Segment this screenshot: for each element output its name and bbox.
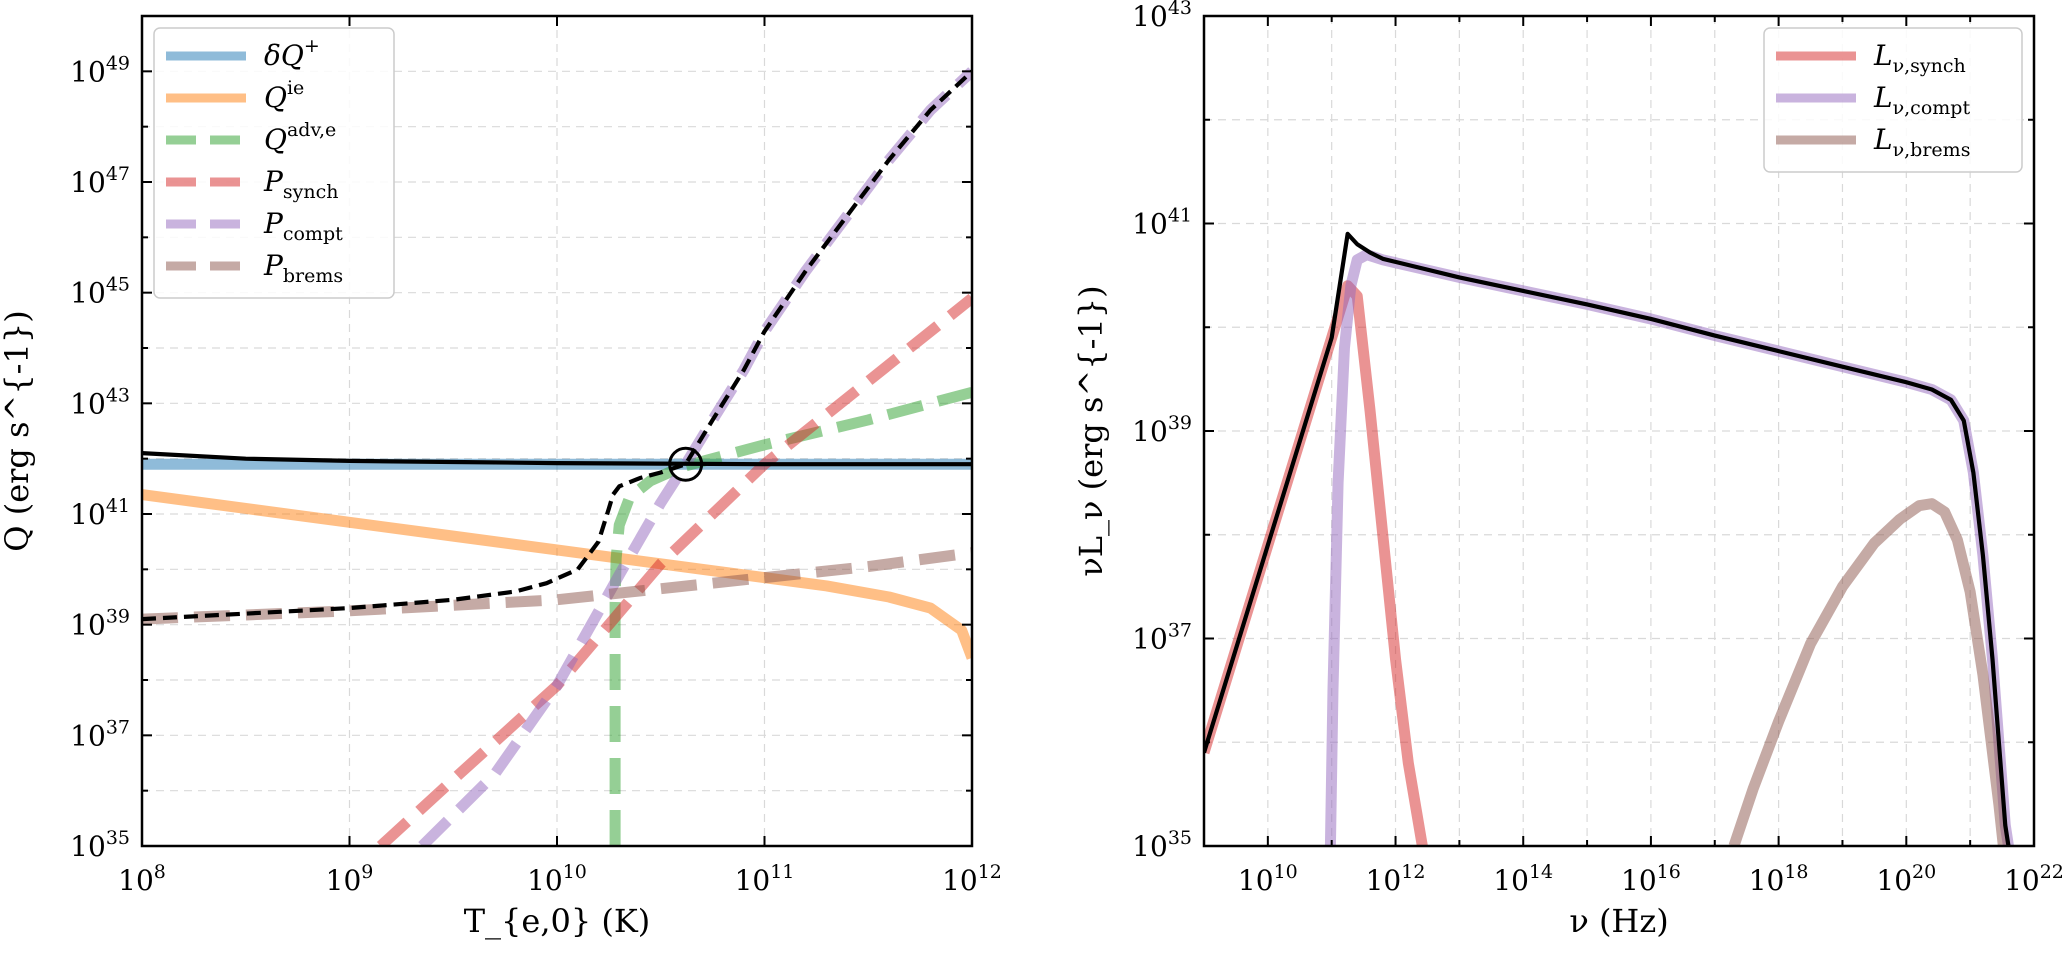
right-legend: Lν,synch Lν,compt Lν,brems xyxy=(1763,27,2023,173)
series-net xyxy=(142,451,972,467)
x-tick-label: 1011 xyxy=(735,861,795,897)
marker-open-circle xyxy=(668,446,704,482)
left-legend: δQ+ Qie Qadv,e Psynch Pcompt Pbrems xyxy=(153,27,395,299)
x-tick-label: 1018 xyxy=(1749,861,1809,897)
x-tick-label: 109 xyxy=(326,861,374,897)
series-p-compt xyxy=(418,67,972,846)
y-tick-label: 1035 xyxy=(1132,827,1192,863)
legend-label: δQ+ xyxy=(264,35,320,72)
x-tick-label: 1014 xyxy=(1493,861,1553,897)
y-tick-label: 1041 xyxy=(1132,205,1192,241)
legend-label: Qadv,e xyxy=(264,119,336,156)
y-axis-label: Q (erg s^{-1}) xyxy=(0,310,36,551)
y-axis-label: νL_ν (erg s^{-1}) xyxy=(1072,285,1110,576)
y-tick-label: 1047 xyxy=(70,163,130,199)
left-panel: 108 109 1010 1011 1012 1035 1037 1039 1041 1043 10… xyxy=(0,14,1002,940)
y-tick-label: 1039 xyxy=(70,606,130,642)
legend-label: Qie xyxy=(264,77,304,114)
x-tick-label: 1010 xyxy=(527,861,587,897)
x-tick-label: 1016 xyxy=(1621,861,1681,897)
x-tick-label: 1012 xyxy=(942,861,1002,897)
series-l-brems xyxy=(1728,498,2009,846)
legend-label: Lν,synch xyxy=(1873,39,1966,77)
left-axis-labels: T_{e,0} (K) Q (erg s^{-1}) xyxy=(0,310,650,940)
series-p-synch xyxy=(376,293,972,846)
legend-label: Pbrems xyxy=(263,249,343,287)
y-tick-label: 1037 xyxy=(1132,620,1192,656)
x-axis-label: T_{e,0} (K) xyxy=(464,902,651,940)
x-axis-label: ν (Hz) xyxy=(1569,902,1668,940)
x-tick-label: 108 xyxy=(118,861,166,897)
x-tick-label: 1020 xyxy=(1876,861,1936,897)
right-ticks: 1010 1012 1014 1016 1018 1020 1022 1035 1037 1039… xyxy=(1132,0,2064,897)
y-tick-label: 1043 xyxy=(70,384,130,420)
right-axis-labels: ν (Hz) νL_ν (erg s^{-1}) xyxy=(1072,285,1669,940)
y-tick-label: 1035 xyxy=(70,827,130,863)
series-total xyxy=(1204,231,2011,846)
right-series xyxy=(1204,231,2014,846)
y-tick-label: 1039 xyxy=(1132,412,1192,448)
series-p-brems xyxy=(142,547,972,625)
x-tick-label: 1022 xyxy=(2004,861,2064,897)
right-panel: 1010 1012 1014 1016 1018 1020 1022 1035 1037 1039… xyxy=(1072,0,2064,940)
left-series xyxy=(142,67,972,846)
legend-label: Lν,brems xyxy=(1873,123,1970,161)
legend-label: Pcompt xyxy=(263,207,343,245)
left-ticks: 108 109 1010 1011 1012 1035 1037 1039 1041 1043 10… xyxy=(70,15,1002,897)
y-tick-label: 1049 xyxy=(70,52,130,88)
series-l-synch xyxy=(1204,280,1428,846)
x-tick-label: 1012 xyxy=(1366,861,1426,897)
y-tick-label: 1043 xyxy=(1132,0,1192,33)
series-total xyxy=(142,69,972,622)
legend-label: Psynch xyxy=(263,165,338,203)
series-q-ie xyxy=(142,489,972,660)
y-tick-label: 1041 xyxy=(70,495,130,531)
legend-label: Lν,compt xyxy=(1873,81,1970,119)
x-tick-label: 1010 xyxy=(1238,861,1298,897)
y-tick-label: 1045 xyxy=(70,274,130,310)
y-tick-label: 1037 xyxy=(70,716,130,752)
